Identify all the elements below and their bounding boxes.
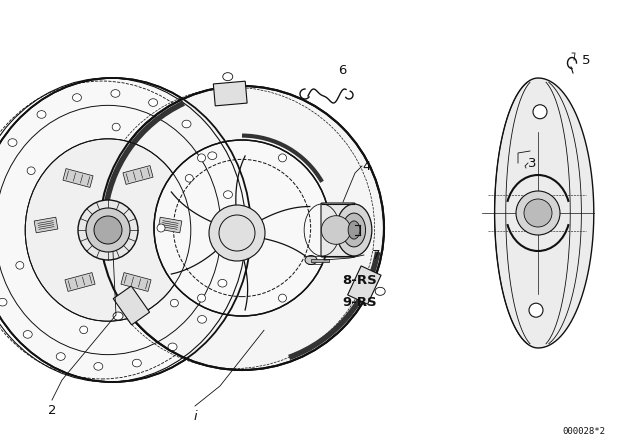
Polygon shape: [213, 81, 247, 106]
Ellipse shape: [336, 204, 372, 256]
Ellipse shape: [113, 312, 123, 320]
Ellipse shape: [168, 343, 177, 351]
Text: 3: 3: [528, 156, 536, 169]
Ellipse shape: [170, 299, 179, 307]
Ellipse shape: [72, 94, 81, 101]
Ellipse shape: [100, 86, 384, 370]
Ellipse shape: [78, 200, 138, 260]
Ellipse shape: [111, 90, 120, 97]
Ellipse shape: [16, 262, 24, 269]
Bar: [158, 217, 182, 233]
Ellipse shape: [0, 78, 251, 382]
Ellipse shape: [8, 139, 17, 146]
Text: 6: 6: [338, 64, 346, 77]
Bar: [63, 168, 93, 187]
Ellipse shape: [185, 175, 193, 182]
Text: 000028*2: 000028*2: [562, 427, 605, 436]
Ellipse shape: [209, 205, 265, 261]
Ellipse shape: [375, 287, 385, 295]
Polygon shape: [113, 286, 150, 325]
Ellipse shape: [132, 359, 141, 367]
Ellipse shape: [198, 154, 205, 162]
Polygon shape: [348, 266, 381, 304]
Bar: [121, 272, 151, 291]
Ellipse shape: [278, 294, 287, 302]
Ellipse shape: [23, 331, 32, 338]
Text: 5: 5: [582, 53, 591, 66]
Bar: [34, 217, 58, 233]
Ellipse shape: [157, 224, 165, 232]
Ellipse shape: [0, 298, 7, 306]
Text: 7: 7: [372, 249, 381, 262]
Text: 2: 2: [48, 404, 56, 417]
Ellipse shape: [278, 154, 287, 162]
Bar: [123, 166, 153, 185]
Ellipse shape: [524, 199, 552, 227]
Text: i: i: [193, 409, 197, 422]
Text: 4: 4: [362, 159, 371, 172]
Ellipse shape: [27, 167, 35, 175]
Ellipse shape: [208, 152, 217, 159]
Ellipse shape: [56, 353, 65, 360]
Bar: [311, 258, 329, 262]
Ellipse shape: [198, 315, 207, 323]
Ellipse shape: [342, 213, 365, 247]
Ellipse shape: [94, 216, 122, 244]
Ellipse shape: [112, 123, 120, 131]
Ellipse shape: [182, 120, 191, 128]
Ellipse shape: [305, 255, 317, 264]
Ellipse shape: [321, 215, 351, 244]
Bar: [65, 272, 95, 291]
Text: 8-RS: 8-RS: [342, 273, 377, 287]
Ellipse shape: [227, 238, 236, 246]
Ellipse shape: [223, 73, 233, 81]
Ellipse shape: [533, 105, 547, 119]
Polygon shape: [495, 78, 594, 348]
Ellipse shape: [218, 280, 227, 287]
Ellipse shape: [154, 140, 330, 316]
FancyBboxPatch shape: [321, 203, 355, 257]
Ellipse shape: [25, 139, 191, 321]
Ellipse shape: [37, 111, 46, 118]
Ellipse shape: [529, 303, 543, 317]
Ellipse shape: [198, 294, 205, 302]
Ellipse shape: [516, 191, 560, 235]
Ellipse shape: [348, 221, 360, 239]
Ellipse shape: [94, 362, 103, 370]
Ellipse shape: [148, 99, 157, 106]
Ellipse shape: [223, 191, 232, 198]
Ellipse shape: [86, 208, 130, 252]
Ellipse shape: [80, 326, 88, 334]
Text: 9-RS: 9-RS: [342, 296, 376, 309]
